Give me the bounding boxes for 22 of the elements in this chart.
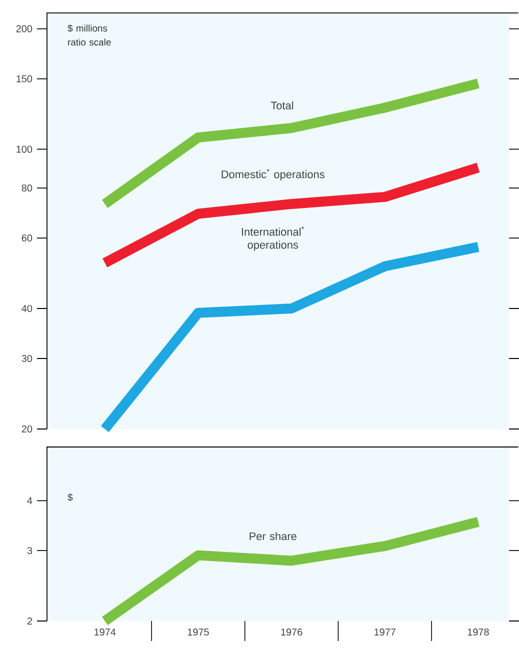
x-tick-label: 1975 xyxy=(188,628,209,636)
y-tick-label: 3 xyxy=(27,547,32,554)
y-tick-label: 2 xyxy=(27,618,32,624)
y-tick-label: 80 xyxy=(22,184,32,192)
x-tick-label: 1978 xyxy=(468,628,489,636)
y-axis-title: $ millions ratio scale xyxy=(68,24,111,46)
y-tick-label: 100 xyxy=(16,146,32,153)
series-label: Domestic$^{*}$ operations xyxy=(222,168,324,180)
y-tick-label: 60 xyxy=(22,234,32,242)
y-tick-label: 150 xyxy=(16,75,32,82)
y-tick-label: 200 xyxy=(16,25,32,32)
x-tick-label: 1977 xyxy=(374,628,396,636)
text: International$^{*}$ operations xyxy=(242,226,304,251)
series-label: Per share xyxy=(250,532,296,540)
series-label: Total xyxy=(270,101,294,110)
y-tick-label: 40 xyxy=(22,304,32,312)
y-tick-label: 20 xyxy=(22,425,32,433)
x-tick-label: 1974 xyxy=(94,628,116,636)
x-tick-label: 1976 xyxy=(281,628,302,636)
y-axis-title: $ xyxy=(68,494,73,502)
y-tick-label: 4 xyxy=(27,497,32,504)
y-tick-label: 30 xyxy=(22,354,32,362)
